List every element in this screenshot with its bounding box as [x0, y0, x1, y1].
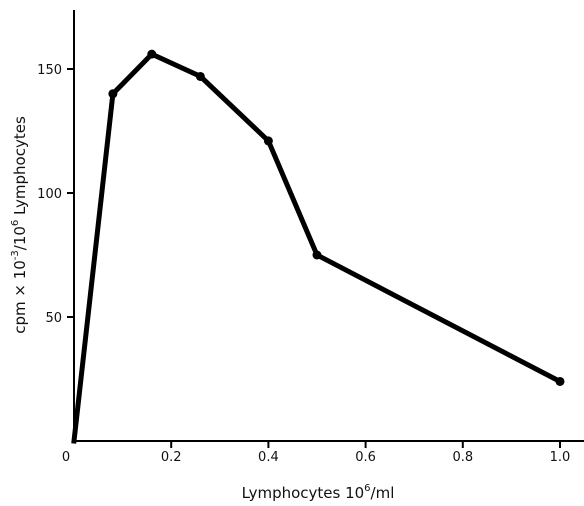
- x-tick-label: 0.8: [452, 450, 473, 465]
- ticks: 0 0.2 0.4 0.6 0.8 1.0 50 100 150: [37, 63, 570, 465]
- y-tick-label: 100: [37, 187, 62, 202]
- data-point: [555, 376, 565, 386]
- y-axis-title: cpm × 10-3/106 Lymphocytes: [10, 116, 29, 334]
- axes: [73, 10, 584, 442]
- y-tick-label: 50: [45, 311, 62, 326]
- data-point: [312, 250, 322, 260]
- series: [71, 49, 565, 444]
- x-tick-label: 0: [62, 450, 70, 465]
- x-tick-label: 1.0: [550, 450, 571, 465]
- x-tick-label: 0.4: [258, 450, 279, 465]
- data-point: [195, 71, 205, 81]
- x-axis-title: Lymphocytes 106/ml: [242, 483, 395, 502]
- data-point: [108, 89, 118, 99]
- x-tick-label: 0.6: [355, 450, 376, 465]
- series-line: [71, 51, 564, 444]
- data-point: [147, 49, 157, 59]
- x-tick-label: 0.2: [161, 450, 182, 465]
- y-tick-label: 150: [37, 63, 62, 78]
- data-point: [263, 136, 273, 146]
